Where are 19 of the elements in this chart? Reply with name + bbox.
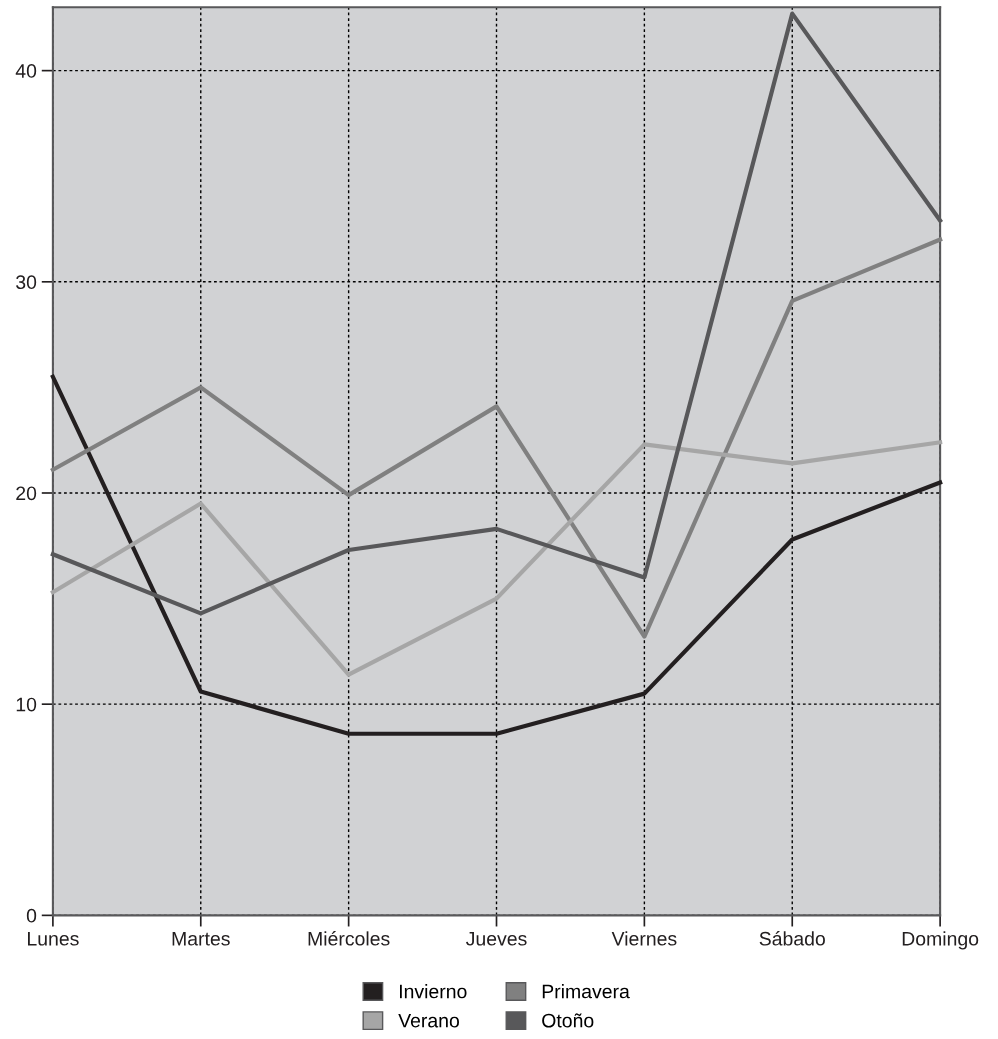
x-tick-label: Sábado	[759, 931, 825, 946]
line-series	[50, 237, 943, 639]
x-tick-label: Martes	[172, 932, 230, 946]
x-tick-label: Domingo	[902, 931, 979, 950]
x-tick-label: Viernes	[611, 931, 677, 946]
y-tick-label: 10	[16, 697, 37, 712]
legend-label: Primavera	[542, 984, 630, 999]
legend-label: Otoño	[542, 1013, 594, 1028]
line-series	[50, 440, 943, 677]
x-tick-label: Lunes	[28, 932, 79, 946]
x-tick-label: Jueves	[466, 932, 527, 946]
line-series	[50, 374, 943, 736]
y-tick-label: 20	[16, 486, 37, 501]
legend-label: Verano	[398, 1013, 459, 1028]
y-tick-label: 40	[15, 64, 37, 78]
x-tick-label: Miércoles	[308, 931, 390, 946]
legend-label: Invierno	[399, 984, 467, 999]
y-tick-label: 0	[26, 908, 37, 923]
y-tick-label: 30	[16, 275, 37, 290]
